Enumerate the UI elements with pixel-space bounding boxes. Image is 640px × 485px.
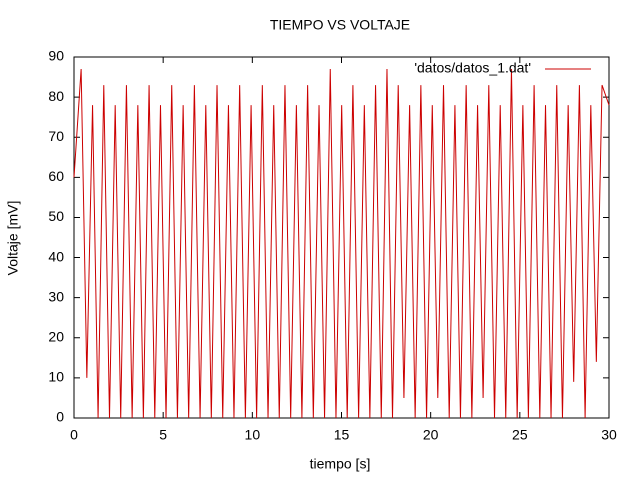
chart-title: TIEMPO VS VOLTAJE <box>270 17 410 33</box>
y-tick-label: 20 <box>48 328 64 344</box>
x-tick-label: 20 <box>423 427 439 443</box>
x-tick-label: 5 <box>159 427 167 443</box>
x-tick-label: 0 <box>70 427 78 443</box>
y-tick-label: 90 <box>48 48 64 64</box>
y-tick-label: 30 <box>48 288 64 304</box>
y-tick-label: 10 <box>48 369 64 385</box>
y-tick-label: 60 <box>48 168 64 184</box>
y-tick-label: 50 <box>48 208 64 224</box>
x-tick-label: 10 <box>245 427 261 443</box>
y-tick-label: 70 <box>48 128 64 144</box>
y-tick-label: 40 <box>48 248 64 264</box>
x-tick-label: 15 <box>334 427 350 443</box>
y-tick-label: 80 <box>48 88 64 104</box>
y-tick-label: 0 <box>56 409 64 425</box>
x-tick-label: 25 <box>512 427 528 443</box>
y-axis-label: Voltaje [mV] <box>5 201 21 276</box>
series-line <box>73 68 610 419</box>
x-axis-label: tiempo [s] <box>310 456 371 472</box>
legend-label: 'datos/datos_1.dat' <box>414 60 531 76</box>
x-tick-label: 30 <box>601 427 617 443</box>
